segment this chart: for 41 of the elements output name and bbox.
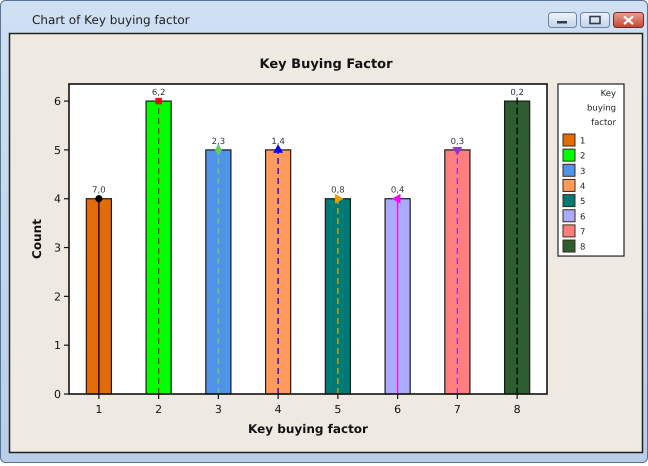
annotation: 0,8 bbox=[331, 186, 345, 196]
point bbox=[155, 98, 162, 104]
y-tick-label: 5 bbox=[54, 144, 61, 157]
point bbox=[392, 194, 401, 204]
annotation: 2,3 bbox=[212, 136, 226, 147]
point bbox=[334, 194, 344, 204]
x-tick-label: 2 bbox=[155, 403, 162, 416]
annotation: 0,3 bbox=[450, 136, 464, 147]
y-tick-label: 4 bbox=[54, 192, 61, 206]
x-axis-title: Key buying factor bbox=[248, 422, 368, 436]
legend-label: 7 bbox=[580, 227, 586, 238]
legend-label: 1 bbox=[580, 136, 586, 146]
legend-label: 2 bbox=[580, 152, 586, 162]
legend-label: 6 bbox=[580, 212, 586, 222]
x-tick-label: 5 bbox=[334, 403, 342, 416]
x-tick-label: 4 bbox=[274, 403, 282, 416]
point bbox=[95, 195, 103, 202]
y-tick-label: 3 bbox=[54, 242, 61, 255]
annotation: 6,2 bbox=[152, 88, 166, 98]
annotation: 0,4 bbox=[390, 186, 404, 196]
annotation: 1,4 bbox=[271, 136, 285, 147]
annotation: 7,0 bbox=[92, 186, 106, 196]
x-tick-label: 3 bbox=[214, 403, 222, 416]
text: Chart of Key buying factor bbox=[32, 13, 190, 27]
point bbox=[452, 147, 462, 156]
y-axis-title: Count bbox=[30, 218, 44, 259]
legend-label: 5 bbox=[580, 197, 586, 208]
y-tick-label: 6 bbox=[54, 95, 61, 108]
x-tick-label: 6 bbox=[394, 403, 402, 416]
legend-label: 3 bbox=[580, 166, 586, 177]
legend-label: 8 bbox=[580, 242, 586, 253]
x-tick-label: 8 bbox=[514, 403, 521, 416]
legend-title: Key buying factor bbox=[587, 89, 616, 128]
y-tick-label: 2 bbox=[54, 290, 61, 304]
x-tick-label: 7 bbox=[454, 403, 461, 416]
y-tick-label: 0 bbox=[54, 388, 61, 401]
y-tick-label: 1 bbox=[54, 339, 61, 352]
chart-title: Key Buying Factor bbox=[260, 57, 394, 72]
annotation: 0,2 bbox=[510, 88, 524, 98]
legend-label: 4 bbox=[580, 182, 586, 192]
x-tick-label: 1 bbox=[95, 403, 102, 416]
